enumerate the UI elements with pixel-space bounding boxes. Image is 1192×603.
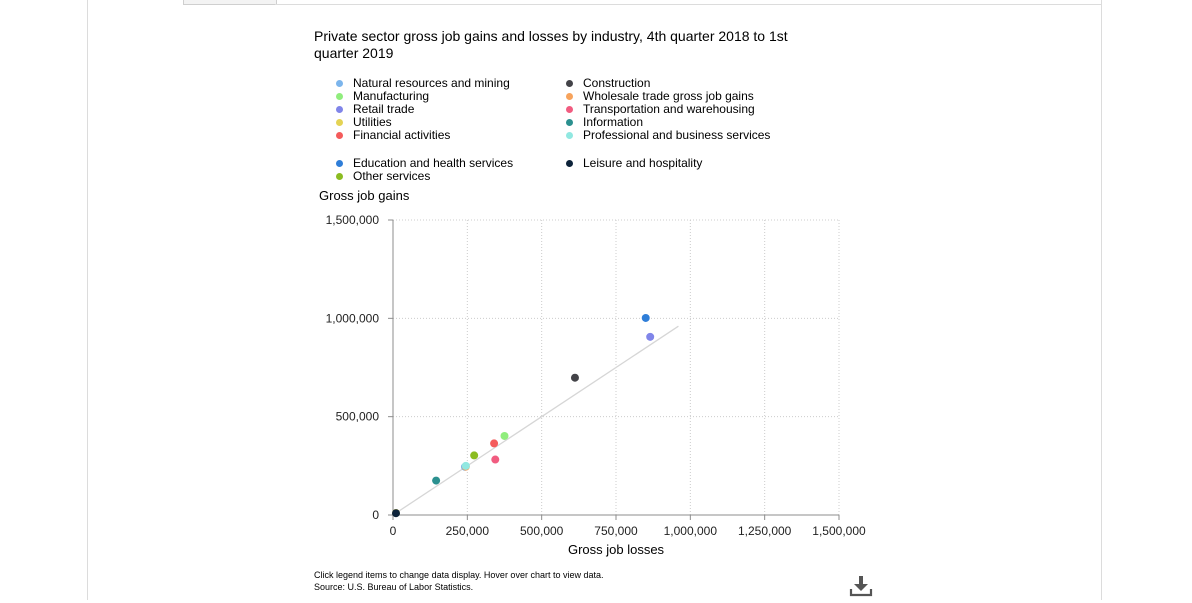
legend-item[interactable]: Wholesale trade gross job gains: [566, 90, 773, 103]
data-point[interactable]: [500, 431, 509, 440]
legend-marker: [566, 119, 573, 126]
x-tick-label: 1,500,000: [812, 524, 866, 538]
legend-label: Information: [583, 115, 644, 129]
data-point[interactable]: [641, 313, 650, 322]
y-tick-label: 1,500,000: [326, 213, 380, 227]
footnote: Click legend items to change data displa…: [314, 569, 603, 593]
legend-label: Financial activities: [353, 128, 451, 142]
legend-label: Leisure and hospitality: [583, 156, 703, 170]
data-point[interactable]: [461, 461, 470, 470]
legend-item[interactable]: Other services: [336, 170, 543, 183]
x-tick-label: 1,250,000: [738, 524, 792, 538]
legend-item[interactable]: Manufacturing: [336, 90, 543, 103]
data-point[interactable]: [432, 476, 441, 485]
legend-marker: [336, 106, 343, 113]
reference-line: [392, 325, 679, 516]
legend-item[interactable]: Leisure and hospitality: [566, 157, 773, 170]
legend-marker: [336, 93, 343, 100]
legend-marker: [336, 119, 343, 126]
x-tick-label: 1,000,000: [664, 524, 718, 538]
legend-label: Utilities: [353, 115, 392, 129]
x-tick-label: 250,000: [446, 524, 490, 538]
legend-label: Transportation and warehousing: [583, 102, 755, 116]
page-border-left: [87, 0, 88, 600]
data-point[interactable]: [570, 373, 579, 382]
x-tick-label: 750,000: [594, 524, 638, 538]
data-point[interactable]: [490, 439, 499, 448]
legend-item[interactable]: Financial activities: [336, 129, 543, 142]
legend-label: Retail trade: [353, 102, 415, 116]
legend-label: Manufacturing: [353, 89, 430, 103]
y-tick-label: 500,000: [336, 410, 380, 424]
legend-item[interactable]: Utilities: [336, 116, 543, 129]
legend-label: Natural resources and mining: [353, 76, 510, 90]
legend-item[interactable]: Information: [566, 116, 773, 129]
y-axis-title: Gross job gains: [319, 188, 410, 203]
footnote-source: Source: U.S. Bureau of Labor Statistics.: [314, 582, 474, 592]
footnote-instructions: Click legend items to change data displa…: [314, 570, 604, 580]
x-tick-label: 0: [390, 524, 397, 538]
y-tick-label: 0: [372, 508, 379, 522]
legend-marker: [566, 160, 573, 167]
legend-label: Education and health services: [353, 156, 514, 170]
legend-label: Professional and business services: [583, 128, 771, 142]
data-point[interactable]: [391, 509, 400, 518]
legend-marker: [566, 132, 573, 139]
legend-marker: [336, 160, 343, 167]
page-border-right: [1101, 0, 1102, 600]
legend-item[interactable]: Construction: [566, 77, 773, 90]
legend-marker: [336, 173, 343, 180]
legend-marker: [566, 106, 573, 113]
legend-marker: [566, 80, 573, 87]
chart-title: Private sector gross job gains and losse…: [314, 28, 788, 61]
top-rule: [275, 4, 1101, 5]
legend-item[interactable]: Retail trade: [336, 103, 543, 116]
y-tick-label: 1,000,000: [326, 311, 380, 325]
legend-marker: [336, 80, 343, 87]
legend-label: Construction: [583, 76, 651, 90]
x-tick-label: 500,000: [520, 524, 564, 538]
legend-item[interactable]: Natural resources and mining: [336, 77, 543, 90]
legend-label: Wholesale trade gross job gains: [583, 89, 754, 103]
chart-legend: Natural resources and mining Manufacturin…: [336, 77, 796, 189]
data-point[interactable]: [491, 455, 500, 464]
data-point[interactable]: [470, 451, 479, 460]
data-point[interactable]: [646, 332, 655, 341]
legend-marker: [336, 132, 343, 139]
legend-marker: [566, 93, 573, 100]
download-icon: [849, 576, 873, 597]
legend-item[interactable]: Professional and business services: [566, 129, 773, 142]
top-tab: [183, 0, 277, 5]
download-button[interactable]: [848, 574, 874, 598]
legend-item[interactable]: Transportation and warehousing: [566, 103, 773, 116]
x-axis-title: Gross job losses: [567, 542, 665, 557]
legend-label: Other services: [353, 169, 431, 183]
legend-item[interactable]: Education and health services: [336, 157, 543, 170]
